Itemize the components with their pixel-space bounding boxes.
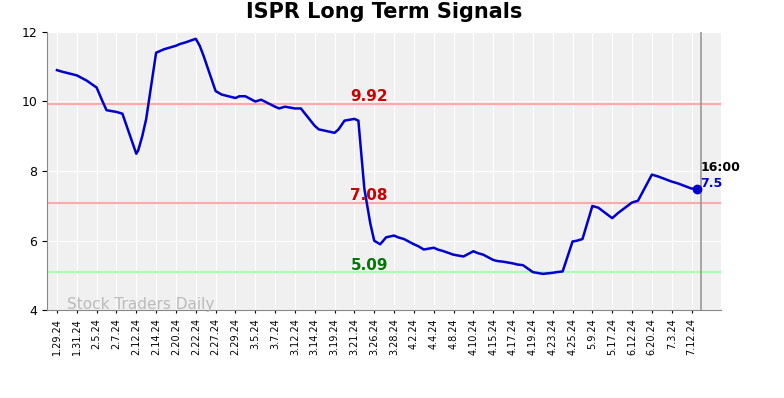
Title: ISPR Long Term Signals: ISPR Long Term Signals: [246, 2, 522, 22]
Text: 9.92: 9.92: [350, 90, 388, 105]
Text: 16:00: 16:00: [700, 161, 740, 174]
Text: 5.09: 5.09: [350, 258, 388, 273]
Text: 7.08: 7.08: [350, 188, 388, 203]
Text: 7.5: 7.5: [700, 177, 723, 190]
Text: Stock Traders Daily: Stock Traders Daily: [67, 297, 214, 312]
